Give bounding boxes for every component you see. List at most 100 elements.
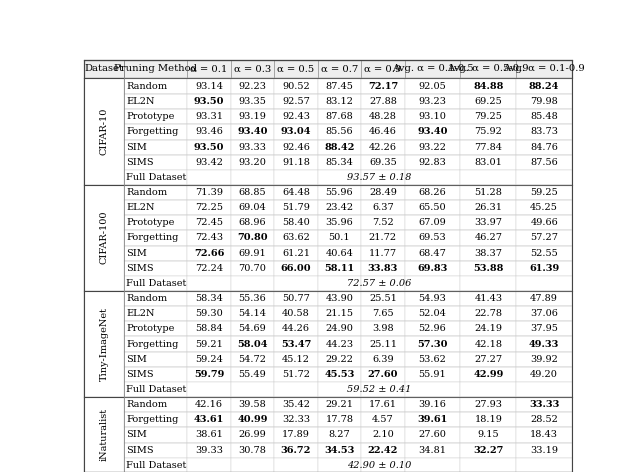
- Text: 25.51: 25.51: [369, 294, 397, 303]
- Bar: [404, 367, 460, 382]
- Bar: [275, 412, 317, 427]
- Bar: [361, 337, 404, 352]
- Text: Random: Random: [126, 188, 168, 197]
- Text: SIM: SIM: [126, 249, 147, 258]
- Bar: [361, 140, 404, 155]
- Text: 43.61: 43.61: [194, 415, 224, 424]
- Bar: [317, 170, 361, 185]
- Bar: [460, 291, 516, 306]
- Text: 9.15: 9.15: [477, 430, 499, 439]
- Bar: [317, 382, 361, 397]
- Text: α = 0.9: α = 0.9: [364, 65, 401, 74]
- Text: 2.10: 2.10: [372, 430, 394, 439]
- Bar: [460, 427, 516, 443]
- Bar: [231, 109, 275, 124]
- Bar: [231, 94, 275, 109]
- Bar: [188, 443, 231, 458]
- Text: iNaturalist: iNaturalist: [99, 408, 108, 461]
- Text: 39.61: 39.61: [417, 415, 447, 424]
- Text: 49.66: 49.66: [531, 218, 558, 227]
- Bar: [84, 170, 124, 185]
- Text: 84.76: 84.76: [530, 143, 558, 152]
- Bar: [84, 261, 124, 276]
- Text: 52.04: 52.04: [419, 309, 447, 318]
- Text: 72.24: 72.24: [195, 264, 223, 273]
- Bar: [188, 140, 231, 155]
- Text: 51.28: 51.28: [474, 188, 502, 197]
- Bar: [84, 306, 124, 321]
- Bar: [404, 245, 460, 261]
- Text: 27.27: 27.27: [474, 355, 502, 364]
- Text: 6.39: 6.39: [372, 355, 394, 364]
- Bar: [317, 337, 361, 352]
- Bar: [84, 185, 124, 200]
- Text: 38.61: 38.61: [195, 430, 223, 439]
- Bar: [404, 443, 460, 458]
- Bar: [231, 185, 275, 200]
- Text: 59.25: 59.25: [531, 188, 558, 197]
- Text: 93.46: 93.46: [195, 127, 223, 136]
- Bar: [231, 230, 275, 245]
- Text: 28.52: 28.52: [530, 415, 558, 424]
- Bar: [84, 59, 572, 78]
- Text: 63.62: 63.62: [282, 234, 310, 243]
- Text: 91.18: 91.18: [282, 158, 310, 167]
- Bar: [460, 397, 516, 412]
- Text: Prototype: Prototype: [126, 112, 175, 121]
- Bar: [460, 321, 516, 337]
- Bar: [84, 397, 124, 472]
- Text: Forgetting: Forgetting: [126, 234, 179, 243]
- Bar: [124, 367, 188, 382]
- Text: 58.04: 58.04: [237, 340, 268, 349]
- Text: 7.65: 7.65: [372, 309, 394, 318]
- Bar: [84, 94, 124, 109]
- Bar: [516, 155, 572, 170]
- Bar: [460, 170, 516, 185]
- Bar: [231, 306, 275, 321]
- Bar: [404, 458, 460, 472]
- Bar: [516, 321, 572, 337]
- Text: EL2N: EL2N: [126, 97, 155, 106]
- Bar: [317, 458, 361, 472]
- Text: 45.12: 45.12: [282, 355, 310, 364]
- Bar: [361, 245, 404, 261]
- Bar: [275, 276, 317, 291]
- Bar: [361, 382, 404, 397]
- Bar: [516, 427, 572, 443]
- Bar: [404, 412, 460, 427]
- Bar: [317, 397, 361, 412]
- Bar: [275, 78, 317, 94]
- Bar: [460, 382, 516, 397]
- Bar: [361, 124, 404, 140]
- Text: 33.97: 33.97: [474, 218, 502, 227]
- Text: 35.96: 35.96: [326, 218, 353, 227]
- Bar: [361, 352, 404, 367]
- Text: 26.31: 26.31: [474, 203, 502, 212]
- Text: 87.45: 87.45: [326, 82, 353, 91]
- Text: EL2N: EL2N: [126, 203, 155, 212]
- Bar: [275, 140, 317, 155]
- Text: 68.85: 68.85: [239, 188, 266, 197]
- Bar: [317, 124, 361, 140]
- Bar: [124, 276, 188, 291]
- Bar: [516, 200, 572, 215]
- Bar: [231, 291, 275, 306]
- Bar: [84, 443, 124, 458]
- Text: 66.00: 66.00: [281, 264, 311, 273]
- Text: 69.83: 69.83: [417, 264, 448, 273]
- Bar: [275, 367, 317, 382]
- Bar: [231, 352, 275, 367]
- Text: 58.40: 58.40: [282, 218, 310, 227]
- Text: 35.42: 35.42: [282, 400, 310, 409]
- Bar: [404, 155, 460, 170]
- Text: Full Dataset: Full Dataset: [126, 461, 187, 470]
- Text: 42.16: 42.16: [195, 400, 223, 409]
- Bar: [231, 200, 275, 215]
- Bar: [516, 140, 572, 155]
- Bar: [317, 261, 361, 276]
- Bar: [516, 352, 572, 367]
- Text: 4.57: 4.57: [372, 415, 394, 424]
- Text: 93.57 ± 0.18: 93.57 ± 0.18: [348, 173, 412, 182]
- Text: 70.70: 70.70: [239, 264, 266, 273]
- Bar: [460, 124, 516, 140]
